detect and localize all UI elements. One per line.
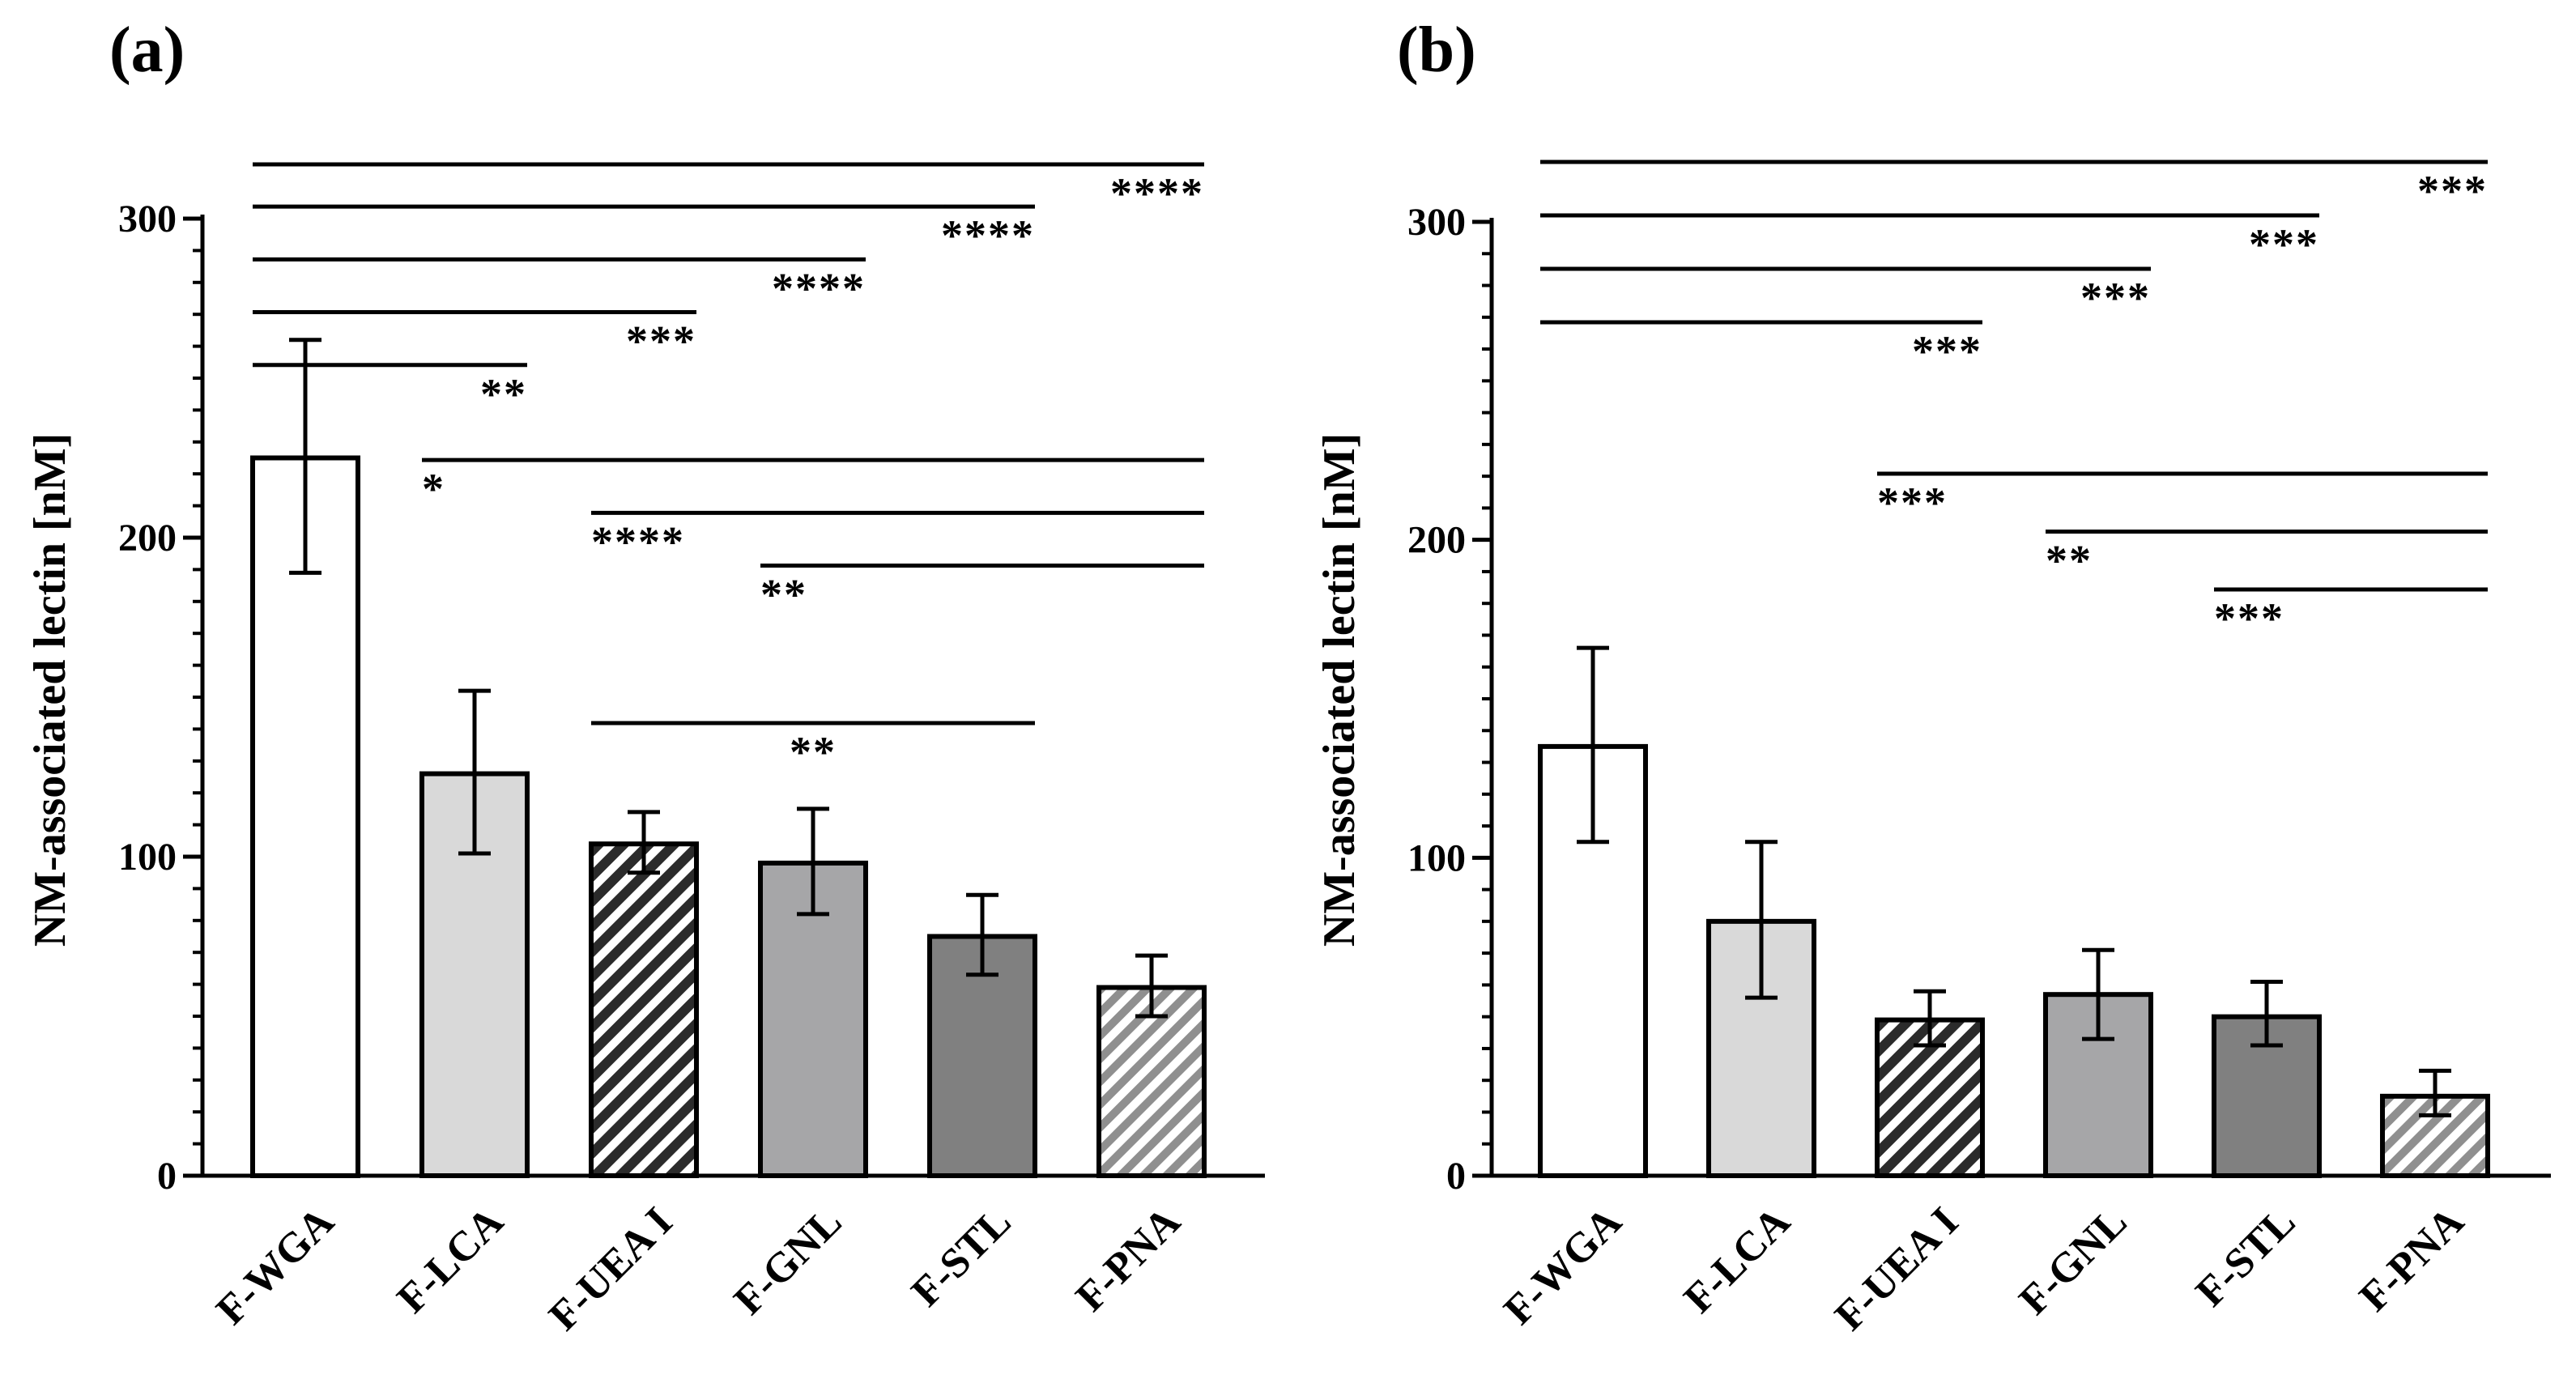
bar-f-lca	[419, 771, 530, 1178]
panel-a-y-axis-label: NM-associated lectin [nM]	[25, 433, 75, 947]
x-tick-label: F-WGA	[208, 1198, 343, 1334]
x-tick-label: F-STL	[2187, 1198, 2305, 1316]
x-tick-label: F-STL	[903, 1198, 1020, 1316]
y-tick-label: 300	[118, 198, 177, 240]
x-tick-label: F-WGA	[1496, 1198, 1631, 1334]
y-tick-label: 100	[1407, 836, 1466, 879]
significance-label: ****	[1110, 169, 1204, 218]
bar-f-uea-i	[589, 841, 699, 1178]
y-tick-label: 0	[157, 1155, 177, 1198]
significance-label: *	[422, 465, 445, 513]
y-tick-label: 200	[118, 517, 177, 560]
panel-a-chart: (a) NM-associated lectin [nM] 0 100 200 300…	[25, 15, 1265, 1339]
y-tick-label: 300	[1407, 201, 1466, 244]
significance-label: ***	[2249, 220, 2319, 269]
significance-label: ***	[1877, 479, 1948, 527]
panel-b-chart: (b) NM-associated lectin [nM] 0 100 200 300…	[1314, 15, 2551, 1339]
significance-label: **	[480, 370, 527, 419]
x-tick-label: F-GNL	[726, 1198, 851, 1324]
bar-f-wga	[250, 455, 360, 1178]
x-tick-label: F-UEA I	[1826, 1198, 1967, 1339]
significance-label: **	[2046, 537, 2093, 585]
y-tick-label: 200	[1407, 519, 1466, 562]
significance-label: **	[790, 728, 837, 777]
panel-a-label: (a)	[109, 15, 185, 86]
x-tick-label: F-PNA	[2351, 1198, 2473, 1321]
significance-label: ***	[2214, 594, 2284, 643]
y-tick-label: 100	[118, 836, 177, 879]
x-tick-label: F-LCA	[1675, 1198, 1799, 1322]
significance-label: ****	[591, 517, 685, 566]
panel-b-y-axis-label: NM-associated lectin [nM]	[1314, 433, 1365, 947]
x-tick-label: F-UEA I	[540, 1198, 681, 1339]
bar-f-pna	[1096, 985, 1207, 1179]
x-tick-label: F-PNA	[1067, 1198, 1190, 1321]
significance-label: ****	[772, 264, 866, 313]
significance-label: ***	[2080, 274, 2151, 322]
significance-label: ***	[626, 317, 696, 366]
significance-label: ***	[2417, 167, 2488, 215]
panel-b-label: (b)	[1397, 15, 1476, 86]
significance-label: **	[760, 571, 807, 619]
significance-label: ****	[941, 211, 1035, 260]
y-tick-label: 0	[1446, 1155, 1466, 1198]
significance-label: ***	[1912, 327, 1982, 376]
x-tick-label: F-GNL	[2011, 1198, 2136, 1324]
x-tick-label: F-LCA	[389, 1198, 513, 1322]
